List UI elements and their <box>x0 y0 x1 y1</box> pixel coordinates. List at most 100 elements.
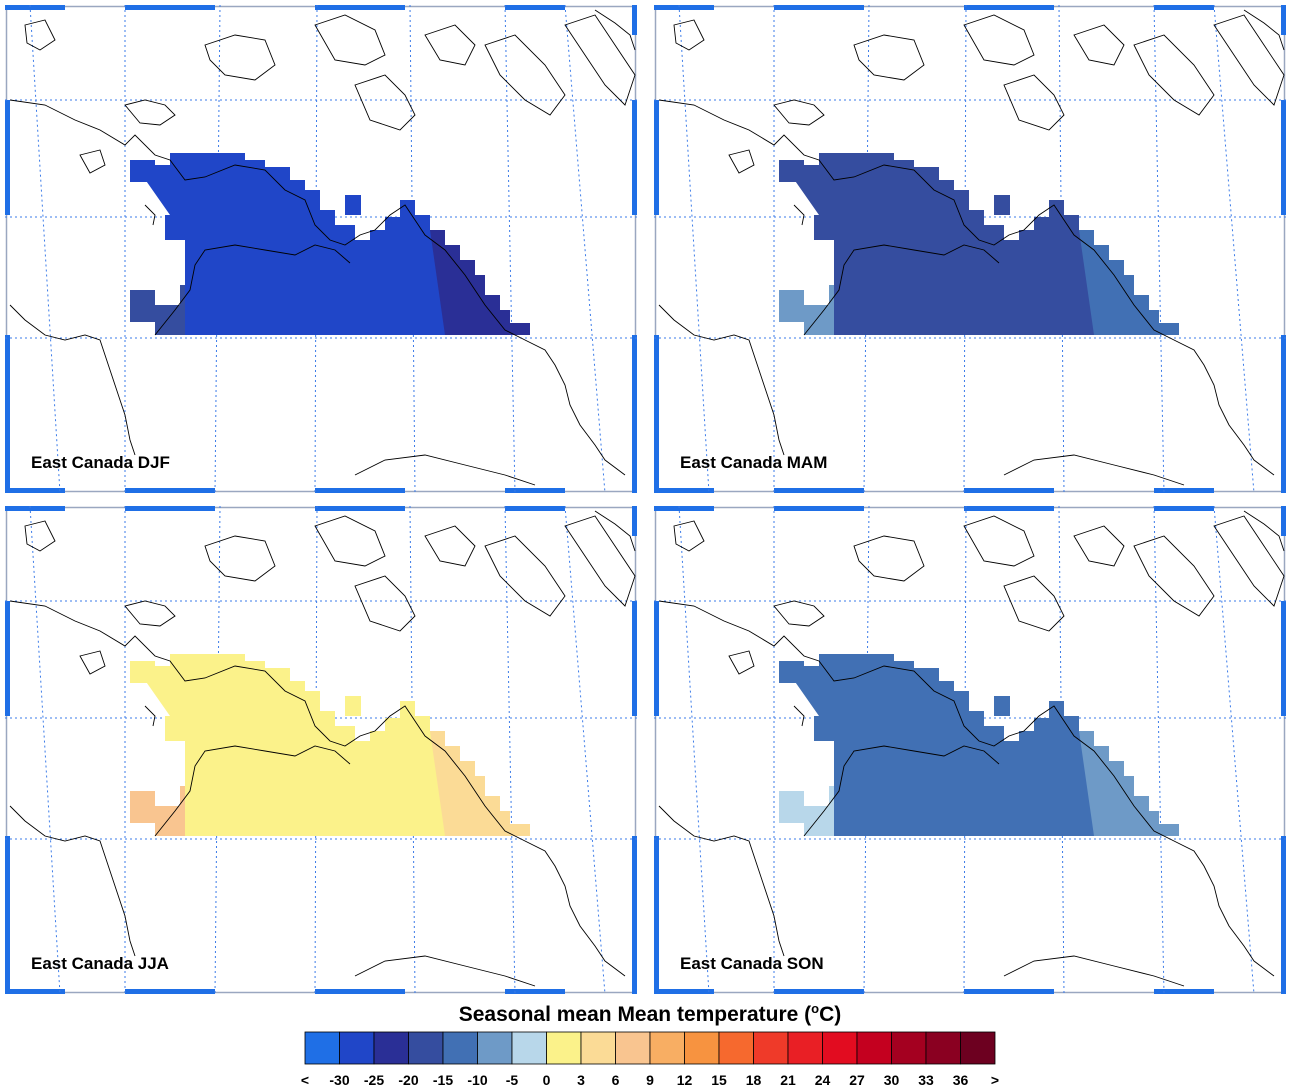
coastline <box>484 535 566 617</box>
coastline <box>24 19 56 51</box>
longitude-gridline <box>1153 506 1165 994</box>
colorbar-tick-label: -15 <box>432 1072 454 1088</box>
temperature-region-west <box>804 786 834 836</box>
frame-segment <box>654 836 659 994</box>
frame-segment <box>5 5 65 10</box>
frame-segment <box>505 506 565 511</box>
frame-segment <box>964 488 1054 493</box>
frame-segment <box>774 5 864 10</box>
coastline <box>564 515 636 607</box>
map-panel-son: East Canada SON <box>654 506 1286 994</box>
coastline <box>124 99 176 126</box>
temperature-cell-coast <box>779 791 804 823</box>
frame-segment <box>1281 335 1286 493</box>
frame-segment <box>654 506 714 511</box>
map-canvas <box>654 5 1286 493</box>
coastline <box>1003 454 1185 486</box>
temperature-cell-coast <box>130 791 155 823</box>
frame-segment <box>1154 989 1214 994</box>
frame-segment <box>964 506 1054 511</box>
frame-segment <box>654 335 659 493</box>
colorbar-tick-label: 21 <box>780 1072 796 1088</box>
frame-segment <box>315 989 405 994</box>
coastline <box>658 304 785 456</box>
longitude-gridline <box>678 506 710 994</box>
temperature-cell-island <box>130 661 155 683</box>
frame-segment <box>1154 5 1214 10</box>
coastline <box>853 535 925 582</box>
colorbar-tick-label: 9 <box>646 1072 654 1088</box>
frame-segment <box>774 506 864 511</box>
longitude-gridline <box>564 5 606 493</box>
frame-segment <box>964 989 1054 994</box>
colorbar-tick-label: 24 <box>814 1072 831 1088</box>
temperature-region-main <box>135 654 445 836</box>
coastline <box>1133 535 1215 617</box>
coastline <box>204 34 276 81</box>
colorbar-swatch <box>753 1031 789 1065</box>
temperature-region-main <box>784 654 1094 836</box>
colorbar-tick-label: -5 <box>505 1072 519 1088</box>
coastline <box>1073 525 1125 567</box>
colorbar-swatch <box>408 1031 444 1065</box>
colorbar-swatch <box>787 1031 823 1065</box>
frame-segment <box>632 836 637 994</box>
colorbar-tick-label: 6 <box>611 1072 620 1088</box>
frame-segment <box>5 488 65 493</box>
colorbar-swatch <box>339 1031 375 1065</box>
temperature-region-west <box>155 786 185 836</box>
frame-segment <box>774 989 864 994</box>
frame-segment <box>5 989 65 994</box>
colorbar-tick-label: < <box>300 1072 310 1088</box>
temperature-cell-coast <box>779 290 804 322</box>
frame-segment <box>5 836 10 994</box>
frame-segment <box>5 100 10 215</box>
colorbar-tick-label: > <box>990 1072 1000 1088</box>
longitude-gridline <box>314 506 318 994</box>
legend-title: Seasonal mean Mean temperature (oC) <box>458 1001 842 1026</box>
coastline <box>1073 24 1125 66</box>
frame-segment <box>632 335 637 493</box>
coastline <box>963 515 1035 567</box>
frame-segment <box>315 488 405 493</box>
colorbar-swatch <box>477 1031 513 1065</box>
coastline <box>658 99 1275 476</box>
frame-segment <box>125 488 215 493</box>
colorbar-tick-label: 30 <box>883 1072 900 1088</box>
frame-segment <box>315 506 405 511</box>
frame-segment <box>1281 506 1286 536</box>
coastline <box>9 99 626 476</box>
coastline <box>79 650 106 675</box>
coastline <box>594 510 636 552</box>
map-panel-mam: East Canada MAM <box>654 5 1286 493</box>
frame-segment <box>125 989 215 994</box>
panel-label: East Canada MAM <box>680 453 828 472</box>
longitude-gridline <box>29 5 61 493</box>
frame-segment <box>5 506 65 511</box>
temperature-region-west <box>804 285 834 335</box>
coastline <box>424 24 476 66</box>
frame-segment <box>654 5 714 10</box>
temperature-cell-island <box>130 160 155 182</box>
temperature-region-east <box>1079 731 1179 836</box>
frame-segment <box>315 5 405 10</box>
temperature-region-west <box>155 285 185 335</box>
frame-segment <box>1281 5 1286 35</box>
coastline <box>1243 510 1285 552</box>
coastline <box>79 149 106 174</box>
frame-segment <box>632 5 637 35</box>
coastline <box>124 600 176 627</box>
colorbar-tick-label: -20 <box>398 1072 419 1088</box>
longitude-gridline <box>1213 5 1255 493</box>
coastline <box>1003 575 1065 632</box>
coastline <box>803 244 1000 336</box>
colorbar-swatch <box>649 1031 685 1065</box>
coastline <box>963 14 1035 66</box>
temperature-cell-inlet <box>345 696 361 716</box>
longitude-gridline <box>1058 5 1065 493</box>
map-canvas <box>5 5 637 493</box>
frame-segment <box>5 335 10 493</box>
longitude-gridline <box>963 506 967 994</box>
colorbar <box>304 1031 996 1065</box>
colorbar-swatch <box>442 1031 478 1065</box>
